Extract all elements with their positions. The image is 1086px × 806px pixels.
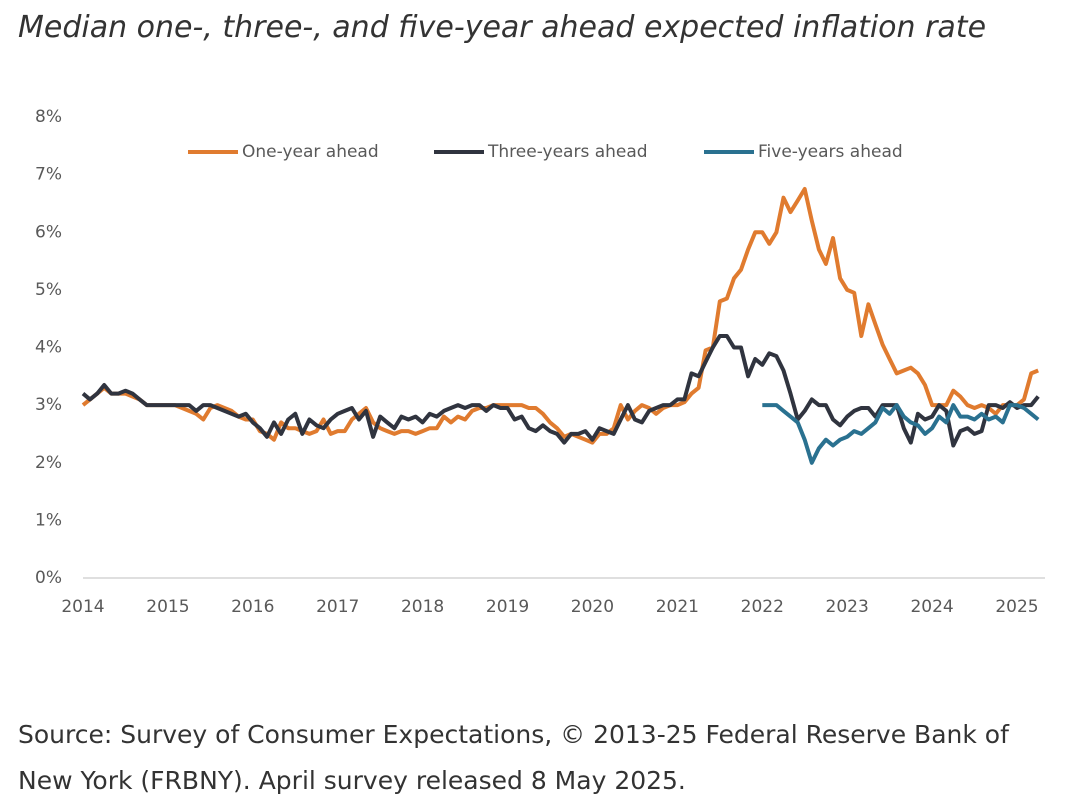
x-tick-label: 2022: [741, 597, 784, 617]
y-tick-label: 7%: [35, 165, 62, 185]
x-tick-label: 2015: [146, 597, 189, 617]
x-tick-label: 2024: [910, 597, 953, 617]
y-tick-label: 5%: [35, 280, 62, 300]
x-tick-label: 2021: [656, 597, 699, 617]
legend-label: Five-years ahead: [758, 142, 903, 162]
legend-label: Three-years ahead: [487, 142, 648, 162]
chart: 0% 1% 2% 3% 4% 5% 6% 7% 8% 2014 2015 2016 2017 2018 20…: [35, 107, 1045, 617]
x-tick-label: 2023: [826, 597, 869, 617]
y-tick-label: 6%: [35, 222, 62, 242]
y-tick-label: 0%: [35, 568, 62, 588]
legend-label: One-year ahead: [242, 142, 379, 162]
x-tick-label: 2016: [231, 597, 274, 617]
source-note: Source: Survey of Consumer Expectations,…: [18, 720, 1009, 795]
y-tick-label: 8%: [35, 107, 62, 127]
y-tick-label: 4%: [35, 338, 62, 358]
series-line: [81, 334, 1040, 448]
series-line: [81, 187, 1039, 445]
x-tick-label: 2018: [401, 597, 444, 617]
x-tick-label: 2017: [316, 597, 359, 617]
series-line: [762, 403, 1040, 465]
y-tick-label: 2%: [35, 453, 62, 473]
y-tick-label: 1%: [35, 510, 62, 530]
x-tick-label: 2020: [571, 597, 614, 617]
x-tick-label: 2014: [61, 597, 104, 617]
y-tick-label: 3%: [35, 395, 62, 415]
x-tick-label: 2025: [995, 597, 1038, 617]
x-tick-label: 2019: [486, 597, 529, 617]
chart-title: Median one-, three-, and five-year ahead…: [18, 10, 987, 45]
